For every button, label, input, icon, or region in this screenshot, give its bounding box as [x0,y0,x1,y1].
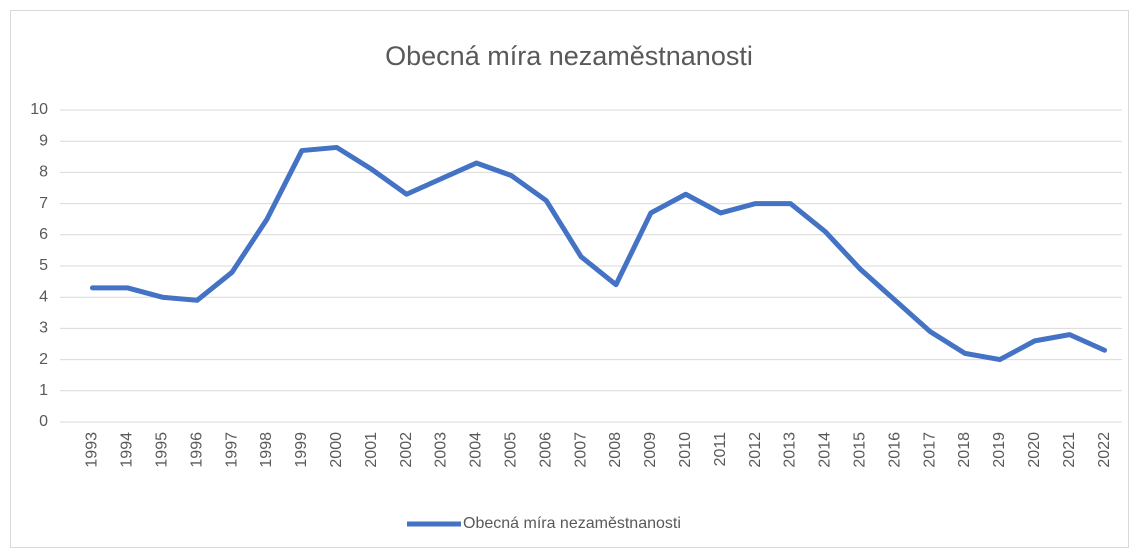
y-tick-label: 8 [39,164,48,181]
y-tick-label: 6 [39,226,48,243]
x-tick-label: 2016 [886,432,903,468]
y-tick-label: 9 [39,132,48,149]
x-tick-label: 2020 [1026,432,1043,468]
y-tick-label: 7 [39,195,48,212]
x-tick-label: 2018 [956,432,973,468]
x-tick-label: 1997 [223,432,240,468]
x-tick-label: 2015 [851,432,868,468]
x-tick-label: 2011 [712,432,729,467]
x-tick-label: 2002 [398,432,415,468]
x-tick-label: 2005 [502,432,519,468]
x-tick-label: 1993 [84,432,101,468]
x-tick-label: 2000 [328,432,345,468]
x-tick-label: 2006 [537,432,554,468]
x-tick-label: 2021 [1061,432,1078,468]
chart-border [10,10,1129,548]
x-tick-label: 2008 [607,432,624,468]
x-tick-label: 2012 [747,432,764,468]
x-tick-label: 2004 [468,432,485,468]
y-tick-label: 1 [39,382,48,399]
x-tick-label: 2013 [782,432,799,468]
x-tick-label: 2010 [677,432,694,468]
x-tick-label: 1994 [119,432,136,468]
y-tick-label: 0 [39,413,48,430]
x-tick-label: 2009 [642,432,659,468]
y-tick-label: 5 [39,257,48,274]
x-tick-label: 1999 [293,432,310,468]
x-tick-label: 2017 [921,432,938,468]
x-tick-label: 2022 [1096,432,1113,468]
y-tick-label: 3 [39,320,48,337]
y-tick-label: 4 [39,288,48,305]
legend-label: Obecná míra nezaměstnanosti [463,515,681,532]
y-tick-label: 10 [30,101,48,118]
x-tick-label: 1995 [153,432,170,468]
x-tick-label: 2007 [572,432,589,468]
line-series [89,144,1108,363]
chart-title: Obecná míra nezaměstnanosti [385,41,753,71]
x-tick-label: 2001 [363,432,380,468]
x-tick-label: 2003 [433,432,450,468]
x-tick-label: 1996 [188,432,205,468]
x-tick-label: 1998 [258,432,275,468]
y-tick-label: 2 [39,351,48,368]
x-tick-label: 2014 [817,432,834,468]
x-tick-label: 2019 [991,432,1008,468]
